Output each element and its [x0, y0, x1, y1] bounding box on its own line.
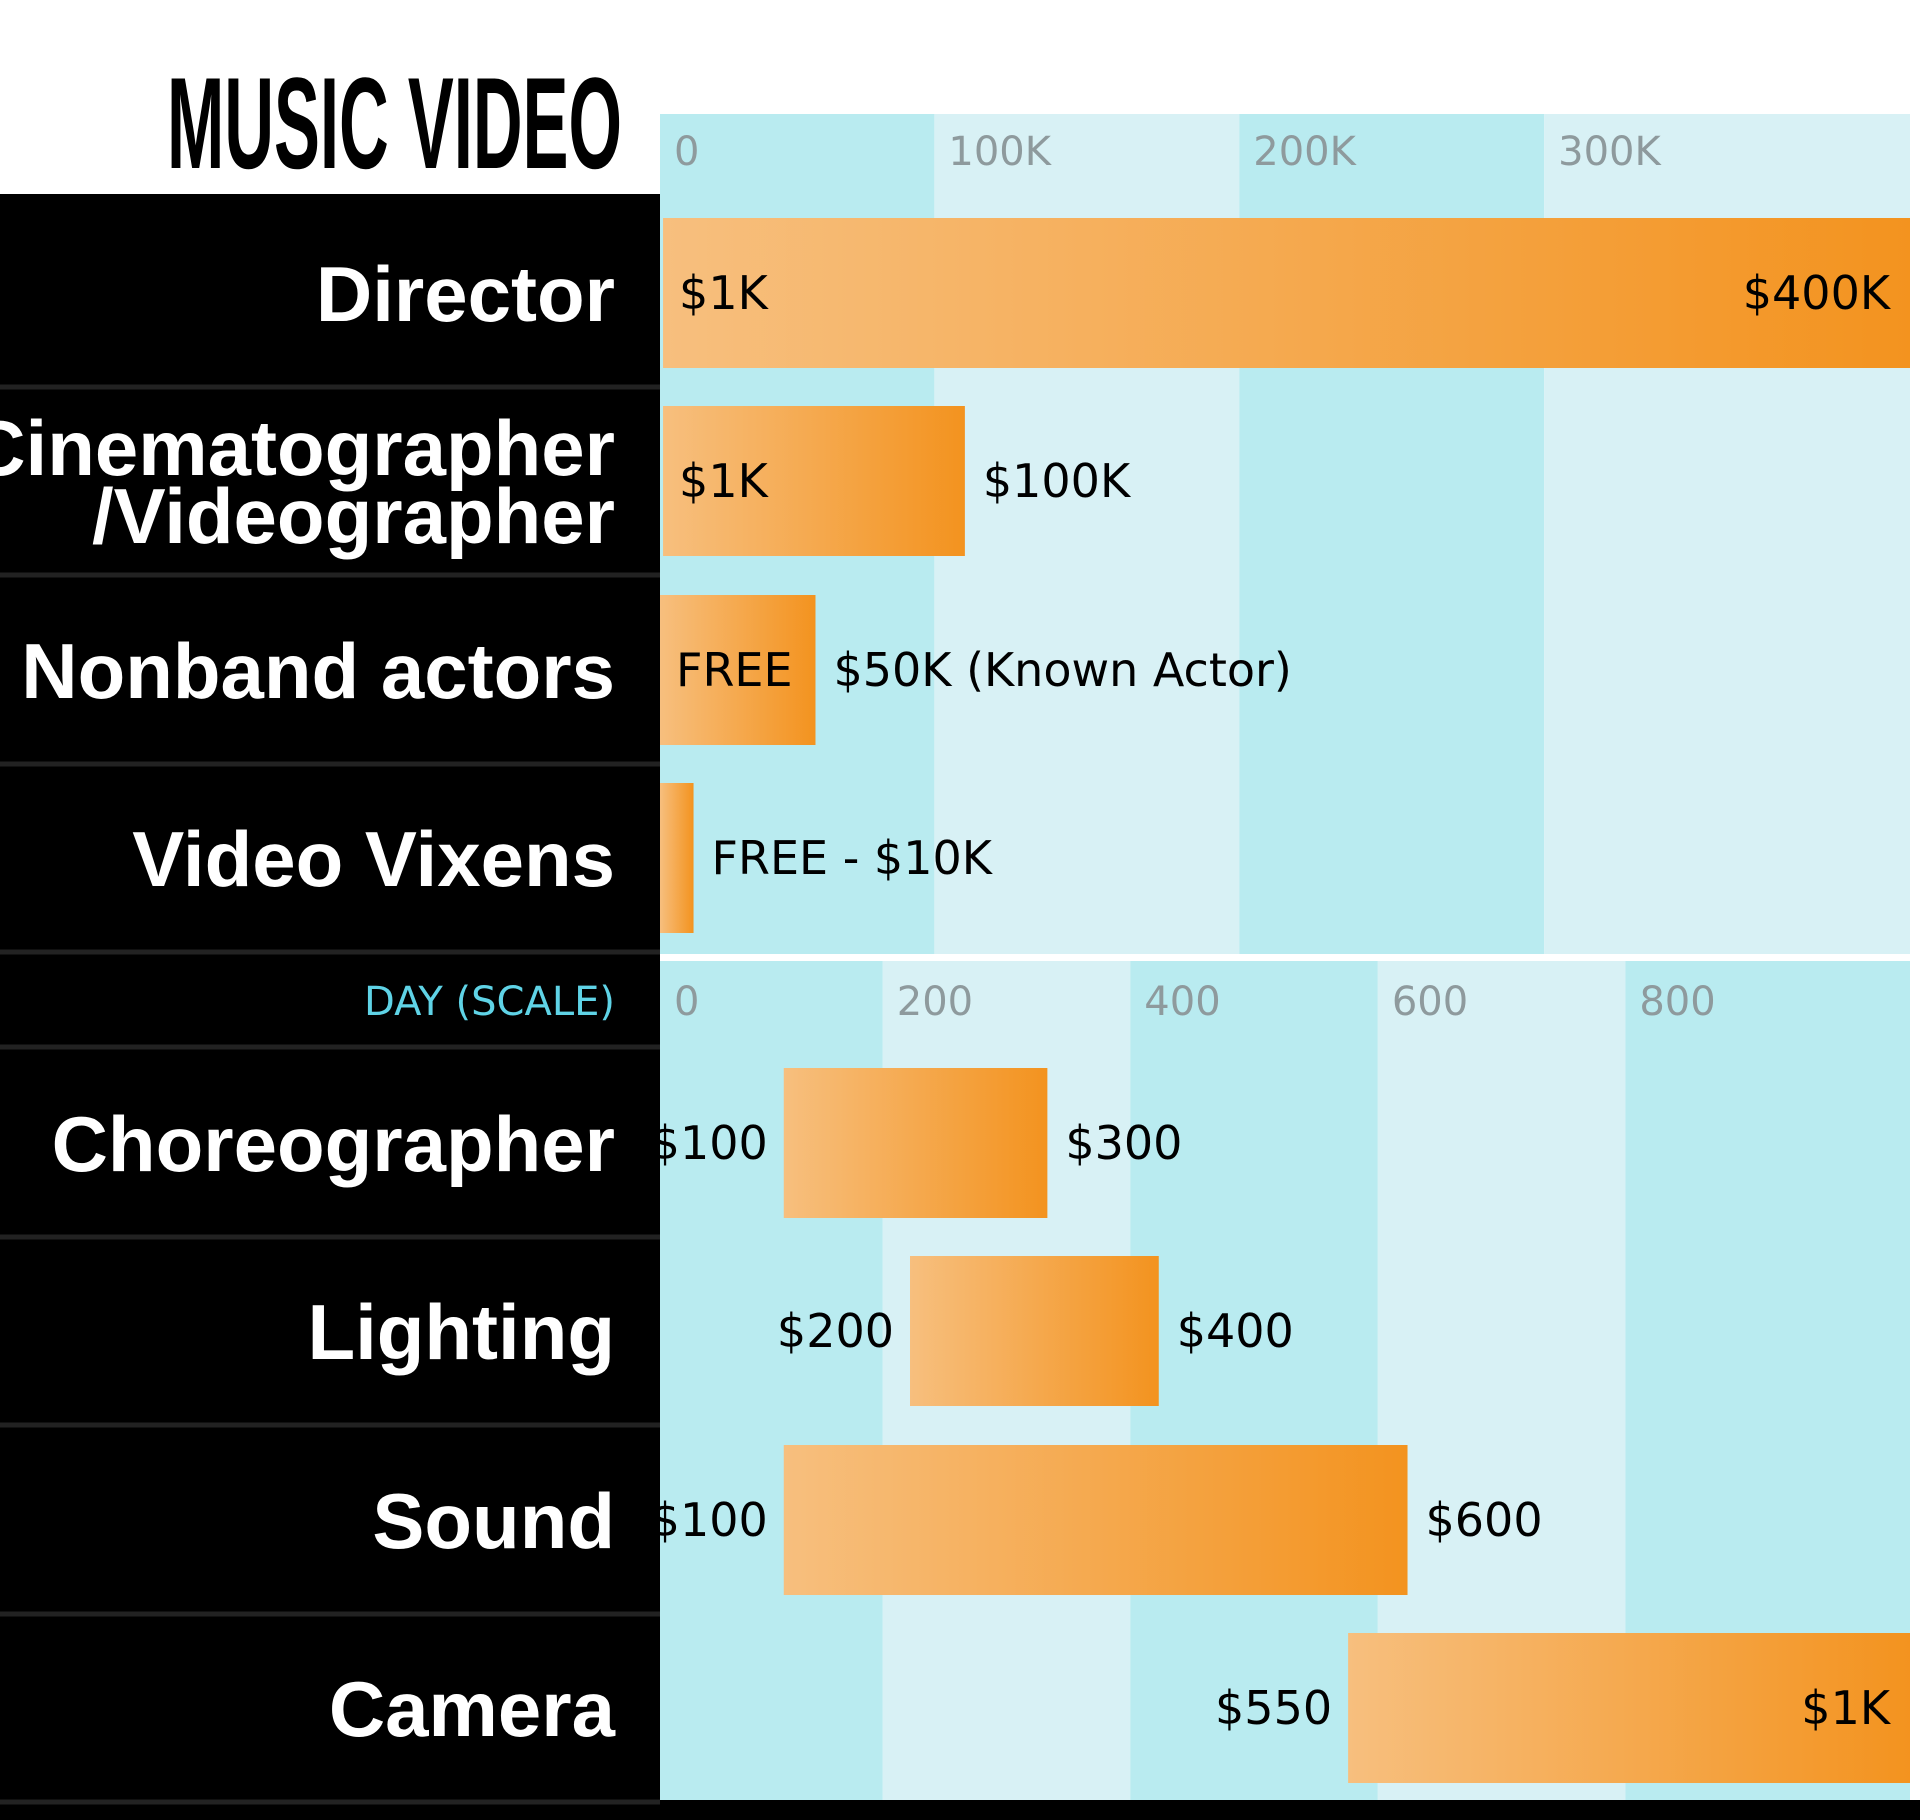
category-label-video-vixens: Video Vixens — [132, 815, 615, 903]
high-label-nonband-actors: $50K (Known Actor) — [833, 643, 1291, 697]
tick-label-300k: 300K — [1558, 129, 1662, 175]
axis-tick-labels: 0 100K 200K 300K 0 200 400 600 800 — [674, 129, 1716, 1025]
low-label-choreographer: $100 — [651, 1116, 768, 1170]
bar-sound — [783, 1445, 1408, 1595]
bar-director — [663, 218, 1910, 368]
tick-label-600: 600 — [1392, 979, 1468, 1025]
section-separator — [660, 954, 1920, 961]
low-label-cinematographer-videographer: $1K — [679, 454, 770, 508]
tick-label-0: 0 — [674, 979, 699, 1025]
band-1-2 — [1130, 961, 1378, 1800]
section-label-day-scale: DAY (SCALE) — [364, 979, 615, 1025]
tick-label-400: 400 — [1144, 979, 1220, 1025]
low-label-camera: $550 — [1215, 1681, 1332, 1735]
bar-nonband-actors — [660, 595, 816, 745]
tick-label-0: 0 — [674, 129, 699, 175]
category-label-panel: Director Cinematographer/Videographer Nonb… — [0, 194, 1920, 1820]
high-label-lighting: $400 — [1177, 1304, 1294, 1358]
category-label-director: Director — [316, 250, 615, 338]
value-labels: $1K $400K $1K $100K FREE $50K (Known Actor) FR… — [651, 266, 1892, 1735]
bar-camera — [1348, 1633, 1910, 1783]
low-label-sound: $100 — [651, 1493, 768, 1547]
bottom-border — [0, 1800, 1920, 1820]
tick-label-800: 800 — [1639, 979, 1715, 1025]
low-label-lighting: $200 — [777, 1304, 894, 1358]
high-label-director: $400K — [1743, 266, 1892, 320]
category-label-lighting: Lighting — [307, 1288, 615, 1376]
category-label-cinematographer-videographer: Cinematographer/Videographer — [0, 404, 615, 560]
high-label-choreographer: $300 — [1065, 1116, 1182, 1170]
category-label-sound: Sound — [372, 1477, 615, 1565]
low-label-director: $1K — [679, 266, 770, 320]
tick-label-200k: 200K — [1253, 129, 1357, 175]
low-label-nonband-actors: FREE — [676, 643, 793, 697]
label-panel-background — [0, 194, 660, 1820]
high-label-video-vixens: FREE - $10K — [712, 831, 994, 885]
bar-choreographer — [783, 1068, 1048, 1218]
high-label-camera: $1K — [1801, 1681, 1892, 1735]
bar-video-vixens — [660, 783, 694, 933]
category-label-nonband-actors: Nonband actors — [21, 627, 615, 715]
high-label-sound: $600 — [1426, 1493, 1543, 1547]
chart-title: MUSIC VIDEO — [167, 50, 622, 196]
range-bars — [660, 218, 1910, 1783]
category-label-choreographer: Choreographer — [52, 1100, 615, 1188]
bar-lighting — [910, 1256, 1159, 1406]
bar-cinematographer-videographer — [663, 406, 965, 556]
tick-label-100k: 100K — [948, 129, 1052, 175]
category-label-camera: Camera — [329, 1665, 616, 1753]
high-label-cinematographer-videographer: $100K — [983, 454, 1132, 508]
tick-label-200: 200 — [897, 979, 973, 1025]
